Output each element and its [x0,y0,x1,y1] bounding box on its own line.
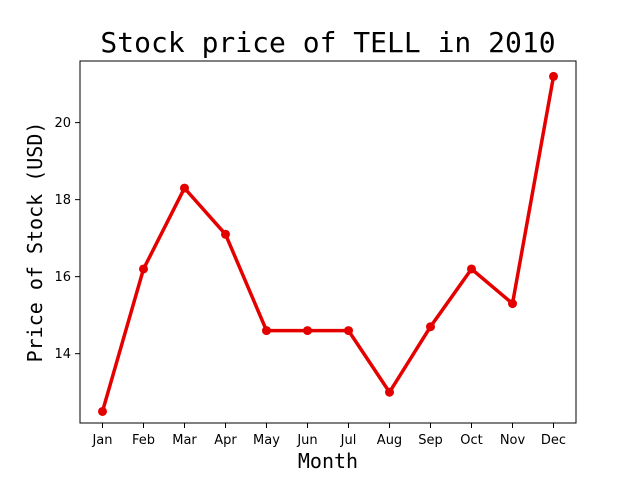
y-tick-label: 18 [54,193,71,208]
data-point [549,71,558,81]
x-tick-label: Sep [418,433,443,448]
plot-area [79,60,577,424]
data-point [180,183,189,193]
y-axis: 14 16 18 20 [54,116,80,362]
data-point [221,229,230,239]
chart-title: Stock price of TELL in 2010 [100,26,555,59]
x-tick-label: Aug [377,433,402,448]
x-tick-label: Oct [460,433,482,448]
x-tick-label: Dec [541,433,566,448]
x-tick-label: May [253,433,280,448]
data-point [344,326,353,336]
data-point [98,406,107,416]
y-tick-label: 16 [54,270,71,285]
x-tick-label: Jun [296,433,317,448]
data-point [508,299,517,309]
series-layer [98,71,558,416]
data-point [385,387,394,397]
data-point [426,322,435,332]
x-axis: Jan Feb Mar Apr May Jun Jul Aug Sep Oct Nov Dec [91,423,566,448]
x-axis-label: Month [298,449,358,473]
data-point [139,264,148,274]
data-point [303,326,312,336]
x-tick-label: Jul [340,433,357,448]
data-point [262,326,271,336]
y-axis-label: Price of Stock (USD) [23,122,47,363]
x-tick-label: Jan [91,433,112,448]
y-tick-label: 20 [54,116,71,131]
data-point [467,264,476,274]
x-tick-label: Mar [172,433,197,448]
x-tick-label: Feb [132,433,155,448]
y-tick-label: 14 [54,347,71,362]
x-tick-label: Apr [214,433,237,448]
x-tick-label: Nov [500,433,526,448]
series-line [100,74,556,414]
